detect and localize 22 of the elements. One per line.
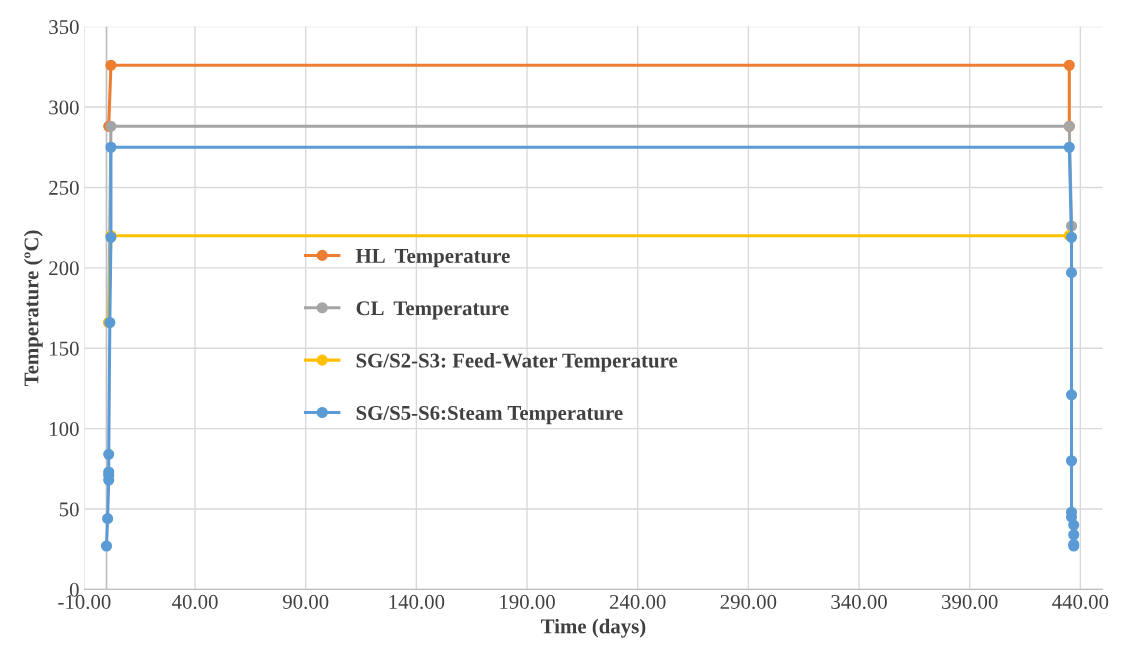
legend-label: SG/S5-S6:Steam Temperature xyxy=(356,405,623,425)
y-tick-label: 250 xyxy=(49,180,79,195)
x-tick-label: 390.00 xyxy=(942,594,998,610)
x-tick-label: 440.00 xyxy=(1052,594,1109,610)
y-tick-label: 350 xyxy=(49,20,79,35)
x-tick-label: 340.00 xyxy=(831,594,887,610)
x-tick-label: 90.00 xyxy=(282,594,329,610)
x-tick-label: 40.00 xyxy=(172,594,218,610)
x-axis-title: Time (days) xyxy=(541,618,646,638)
y-tick-label: 150 xyxy=(50,341,79,356)
y-tick-label: 50 xyxy=(59,502,79,517)
y-tick-label: 100 xyxy=(50,421,79,437)
legend-label: CL Temperature xyxy=(356,301,509,320)
legend-label: SG/S2-S3: Feed-Water Temperature xyxy=(356,352,678,372)
legend-label: HL Temperature xyxy=(355,249,510,268)
x-tick-label: 290.00 xyxy=(720,594,777,610)
x-tick-label: 240.00 xyxy=(609,594,666,610)
x-tick-label: 140.00 xyxy=(389,594,445,610)
y-tick-label: 300 xyxy=(49,100,79,115)
y-axis-title: Temperature (ºC) xyxy=(23,230,43,387)
y-tick-label: 200 xyxy=(49,261,79,276)
x-tick-label: 190.00 xyxy=(500,594,555,610)
